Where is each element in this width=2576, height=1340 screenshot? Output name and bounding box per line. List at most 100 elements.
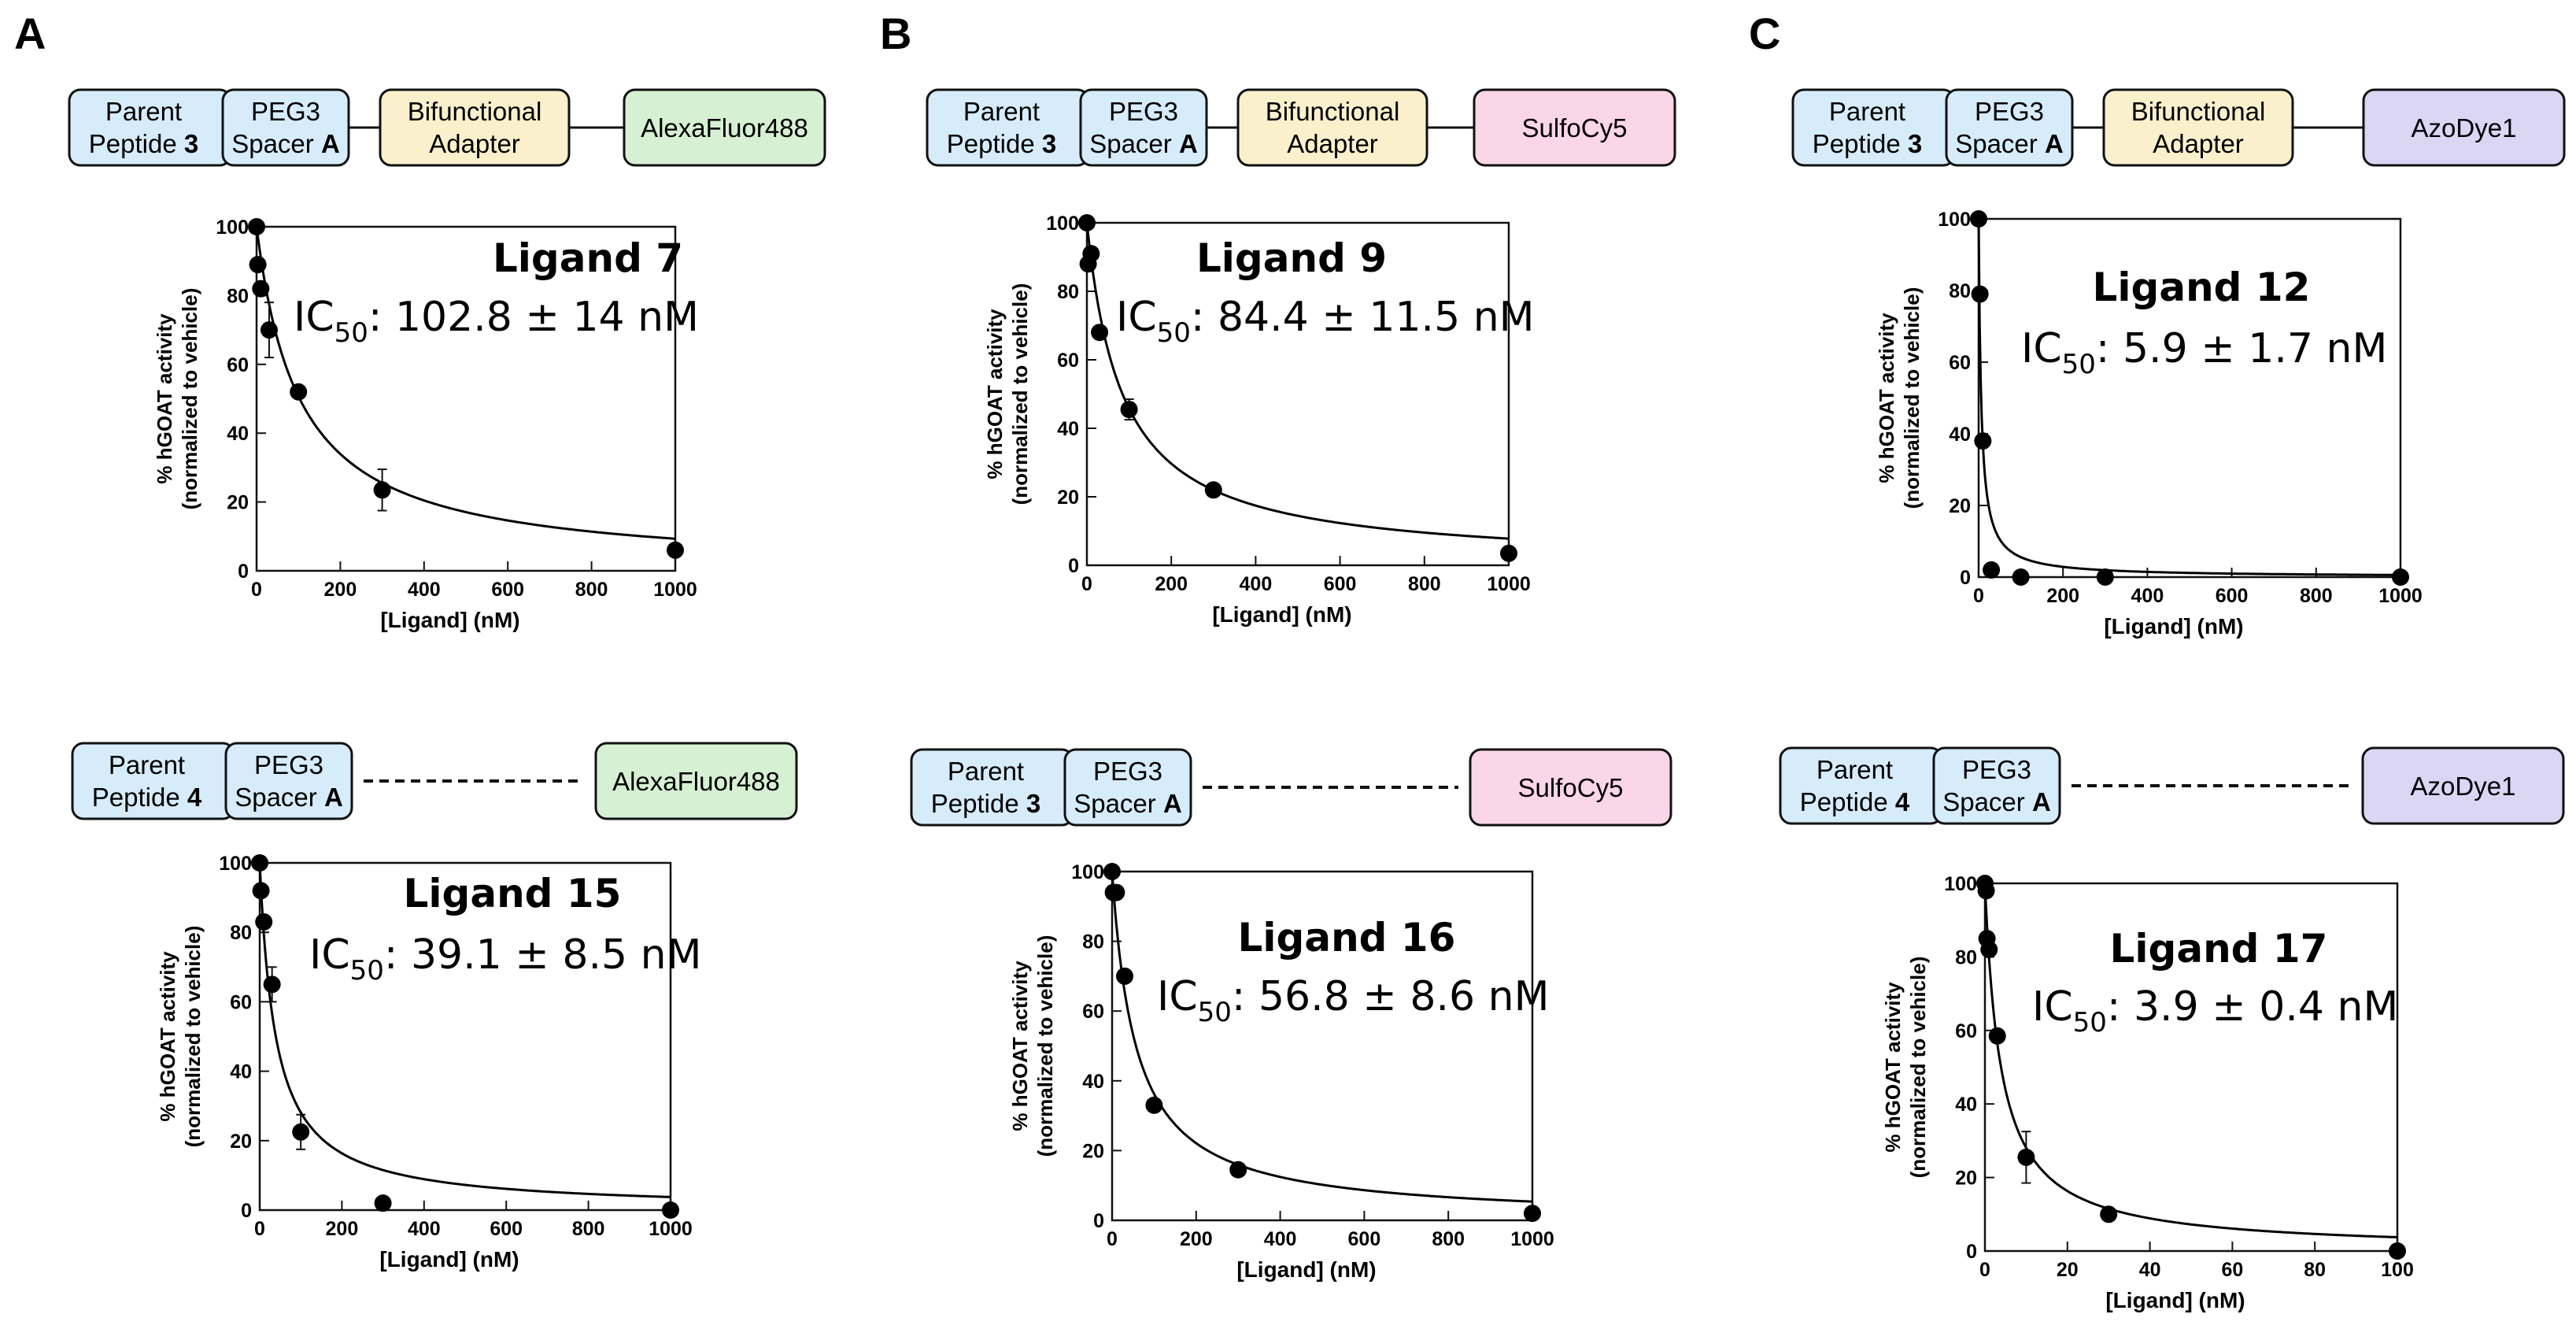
dye-box: AzoDye1 bbox=[2362, 88, 2566, 167]
parent-peptide-label: Parent bbox=[963, 97, 1040, 126]
dye-box: SulfoCy5 bbox=[1473, 88, 1676, 167]
peg3-spacer-box: PEG3 Spacer A bbox=[221, 88, 350, 167]
data-point bbox=[1091, 324, 1109, 342]
peg3-spacer-box: PEG3 Spacer A bbox=[1945, 88, 2074, 167]
chart-1: 0 200 400 600 800 1000 0 20 40 60 80 100 [Ligand] (n… bbox=[153, 217, 699, 632]
parent-peptide-label: Peptide 3 bbox=[1813, 129, 1922, 158]
dye-label: AzoDye1 bbox=[2412, 113, 2517, 143]
y-axis-label-line2: (normalized to vehicle) bbox=[181, 926, 205, 1148]
data-point bbox=[255, 912, 273, 931]
spacer-letter: A bbox=[1179, 129, 1198, 158]
data-point bbox=[252, 882, 270, 900]
y-axis-label-line1: % hGOAT activity bbox=[1881, 982, 1905, 1153]
construct-diagram-5: Parent Peptide 3 PEG3 Spacer A SulfoCy5 bbox=[910, 748, 1672, 827]
data-point bbox=[1082, 245, 1100, 263]
x-tick-label: 200 bbox=[326, 1218, 359, 1240]
y-tick-label: 100 bbox=[1046, 213, 1079, 235]
dye-box: SulfoCy5 bbox=[1469, 748, 1672, 827]
ic50-value: : 84.4 ± 11.5 nM bbox=[1191, 294, 1535, 341]
parent-peptide-number: 4 bbox=[1895, 787, 1910, 816]
y-tick-label: 20 bbox=[230, 1131, 252, 1153]
y-axis-label-line2: (normalized to vehicle) bbox=[1033, 935, 1057, 1157]
x-tick-label: 200 bbox=[324, 579, 357, 601]
x-tick-label: 1000 bbox=[1487, 573, 1531, 595]
ic50-label: IC bbox=[2032, 983, 2073, 1031]
x-tick-label: 200 bbox=[1155, 573, 1188, 595]
bifunctional-adapter-box: Bifunctional Adapter bbox=[1236, 88, 1428, 167]
data-point bbox=[1204, 481, 1222, 499]
ligand-title: Ligand 12 bbox=[2093, 265, 2311, 310]
parent-peptide-number: 4 bbox=[187, 783, 202, 812]
peg3-spacer-label: PEG3 bbox=[1109, 97, 1178, 126]
dye-label: SulfoCy5 bbox=[1522, 113, 1628, 143]
parent-peptide-label: Parent bbox=[105, 97, 182, 126]
x-tick-label: 1000 bbox=[649, 1218, 693, 1240]
x-tick-label: 0 bbox=[1107, 1228, 1118, 1250]
x-axis-label: [Ligand] (nM) bbox=[379, 1247, 519, 1272]
ic50-subscript: 50 bbox=[2062, 349, 2096, 380]
peg3-spacer-box: PEG3 Spacer A bbox=[224, 742, 353, 820]
peg3-spacer-label: Spacer A bbox=[231, 129, 340, 158]
construct-diagram-3: Parent Peptide 3 PEG3 Spacer A Bifunctional A… bbox=[1791, 88, 2566, 167]
peg3-spacer-label: PEG3 bbox=[251, 97, 320, 126]
parent-peptide-label: Parent bbox=[1829, 97, 1905, 126]
x-axis-label: [Ligand] (nM) bbox=[2105, 1288, 2245, 1312]
construct-diagram-1: Parent Peptide 3 PEG3 Spacer A Bifunctional A… bbox=[68, 88, 826, 167]
y-tick-label: 40 bbox=[1057, 418, 1079, 440]
dye-shape bbox=[1469, 748, 1672, 827]
data-point bbox=[1983, 561, 2001, 579]
ic50-value: : 39.1 ± 8.5 nM bbox=[384, 931, 702, 979]
x-axis-label: [Ligand] (nM) bbox=[2104, 614, 2243, 639]
parent-peptide-label: Peptide 3 bbox=[89, 129, 198, 158]
x-tick-label: 200 bbox=[1180, 1228, 1213, 1250]
data-point bbox=[1974, 432, 1992, 450]
panel-letter-b: B bbox=[880, 9, 911, 58]
ic50-value: : 56.8 ± 8.6 nM bbox=[1232, 973, 1550, 1020]
x-tick-label: 600 bbox=[1348, 1228, 1381, 1250]
dye-label: AlexaFluor488 bbox=[612, 767, 780, 796]
fit-curve bbox=[255, 226, 676, 540]
x-axis-label: [Ligand] (nM) bbox=[380, 608, 519, 632]
data-point bbox=[1229, 1160, 1247, 1179]
x-tick-label: 0 bbox=[1081, 573, 1092, 595]
x-tick-label: 0 bbox=[1973, 585, 1984, 607]
x-tick-label: 400 bbox=[408, 579, 441, 601]
y-axis-label: % hGOAT activity(normalized to vehicle) bbox=[1881, 957, 1930, 1179]
ic50-label: IC bbox=[309, 931, 350, 979]
data-point bbox=[260, 321, 278, 339]
y-tick-label: 100 bbox=[219, 853, 252, 875]
ic50-subscript: 50 bbox=[1198, 997, 1232, 1028]
x-tick-label: 400 bbox=[2131, 585, 2164, 607]
adapter-label: Bifunctional bbox=[408, 97, 542, 126]
parent-peptide-box: Parent Peptide 3 bbox=[910, 748, 1074, 827]
y-tick-label: 20 bbox=[1955, 1168, 1977, 1190]
parent-peptide-label: Peptide 3 bbox=[931, 789, 1040, 818]
fit-curve bbox=[1983, 883, 2398, 1238]
x-tick-label: 1000 bbox=[2378, 585, 2423, 607]
y-axis-label: % hGOAT activity(normalized to vehicle) bbox=[153, 288, 201, 510]
dye-box: AlexaFluor488 bbox=[623, 88, 826, 167]
adapter-label: Adapter bbox=[2153, 129, 2244, 158]
data-point bbox=[374, 1194, 392, 1212]
y-tick-label: 80 bbox=[1057, 281, 1079, 303]
y-tick-label: 100 bbox=[1938, 209, 1971, 231]
plot-frame bbox=[1085, 221, 1510, 567]
data-point bbox=[2017, 1148, 2035, 1166]
y-tick-label: 0 bbox=[1966, 1241, 1977, 1263]
chart-6: 0 20 40 60 80 100 0 20 40 60 80 100 [Ligand] (nM) % h… bbox=[1881, 873, 2414, 1312]
data-point bbox=[667, 541, 684, 559]
y-tick-label: 40 bbox=[1082, 1071, 1104, 1093]
y-tick-label: 80 bbox=[227, 285, 249, 307]
x-tick-label: 600 bbox=[491, 579, 524, 601]
ic50-label: IC bbox=[294, 294, 334, 341]
x-tick-label: 0 bbox=[1979, 1259, 1990, 1281]
ic50-subscript: 50 bbox=[350, 955, 384, 986]
y-tick-label: 40 bbox=[1955, 1094, 1977, 1116]
data-point bbox=[1977, 882, 1995, 900]
dye-box: AlexaFluor488 bbox=[594, 742, 798, 820]
x-tick-label: 600 bbox=[2216, 585, 2249, 607]
panel-letter-c: C bbox=[1749, 9, 1780, 58]
x-tick-label: 800 bbox=[572, 1218, 605, 1240]
x-tick-label: 400 bbox=[1264, 1228, 1297, 1250]
bifunctional-adapter-box: Bifunctional Adapter bbox=[379, 88, 571, 167]
